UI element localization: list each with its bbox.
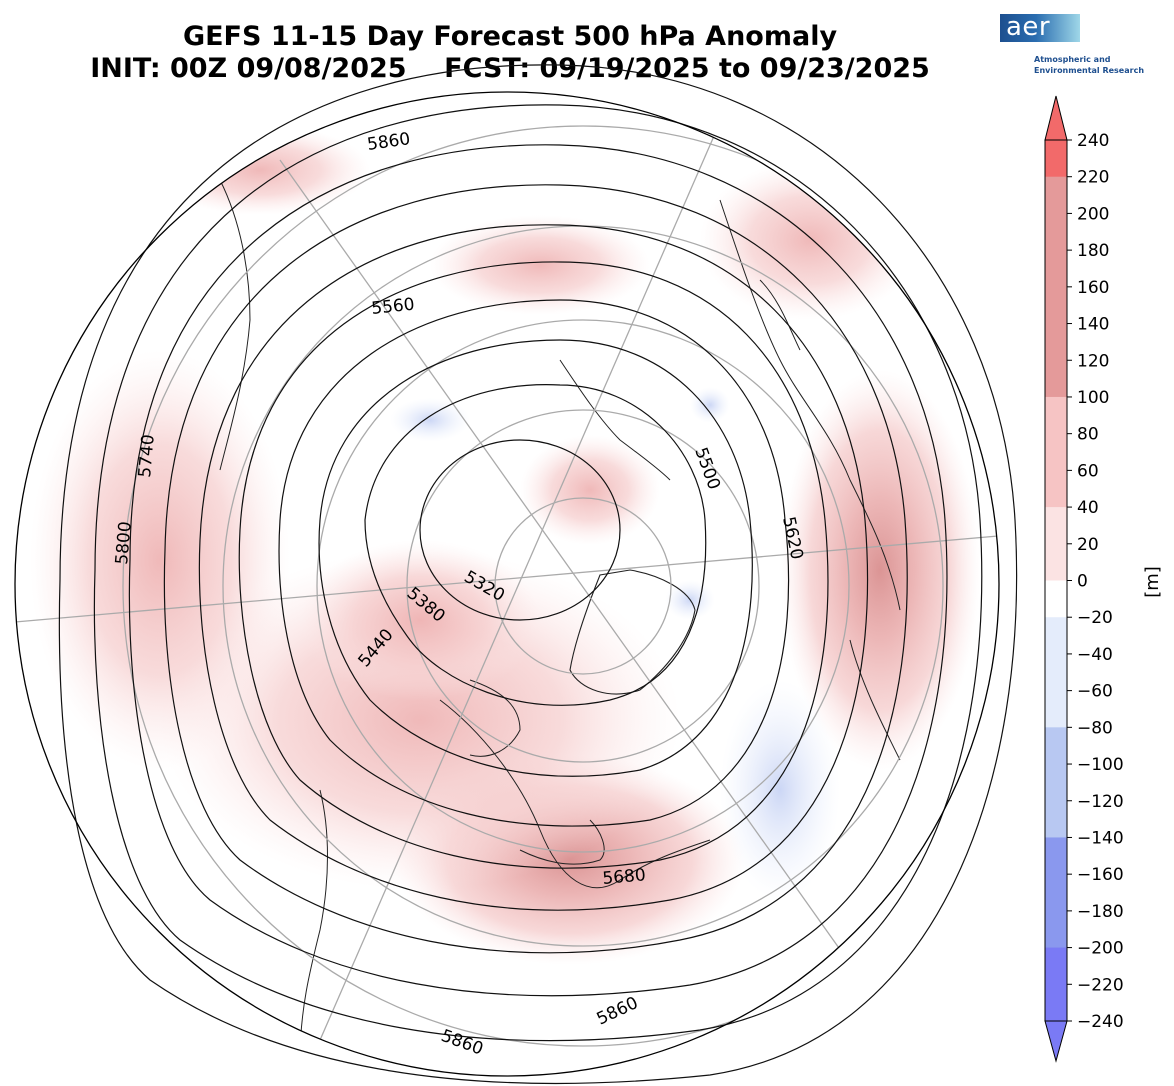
graticule	[15, 125, 999, 1076]
west-coast	[299, 789, 328, 1061]
scandinavia-coast	[759, 279, 801, 351]
contour-label-5680: 5680	[602, 865, 647, 889]
anomaly-arctic	[520, 435, 660, 545]
colorbar-tick-label: 0	[1077, 572, 1088, 592]
logo-subtitle-1: Atmospheric and	[1034, 55, 1111, 64]
contour-5620	[198, 224, 869, 911]
colorbar-tick-label: 100	[1077, 388, 1109, 408]
colorbar-tick-label: 20	[1077, 535, 1099, 555]
colorbar-segment	[1045, 727, 1067, 765]
colorbar-segment	[1045, 984, 1067, 1022]
anomaly-scandinavia-negative	[690, 387, 730, 423]
north-america-coast	[439, 699, 711, 889]
colorbar-segment	[1045, 213, 1067, 251]
colorbar-segment	[1045, 250, 1067, 288]
logo-text: aer	[1006, 12, 1051, 42]
great-lakes-coast	[519, 819, 605, 865]
colorbar-tick-label: −200	[1077, 939, 1124, 959]
contour-5560	[238, 261, 829, 869]
colorbar-tick-label: 180	[1077, 241, 1109, 261]
contour-label-5800: 5800	[112, 521, 136, 566]
colorbar-tick-label: −120	[1077, 792, 1124, 812]
coastlines	[219, 179, 901, 1061]
contour-label-5560: 5560	[370, 295, 415, 319]
asia-east-coast	[219, 179, 251, 471]
contour-5800	[93, 104, 983, 1042]
greenland-coast	[569, 569, 696, 695]
contour-5740	[128, 144, 948, 997]
contour-5440	[318, 339, 753, 777]
chart-title: GEFS 11-15 Day Forecast 500 hPa Anomaly	[182, 21, 838, 52]
colorbar-tick-label: 40	[1077, 498, 1099, 518]
anomaly-northwest-canada	[160, 550, 680, 890]
colorbar-tick-label: −180	[1077, 902, 1124, 922]
colorbar-tick-label: 200	[1077, 204, 1109, 224]
colorbar-segment	[1045, 800, 1067, 838]
colorbar-tick-label: −220	[1077, 975, 1124, 995]
height-contours	[58, 64, 1018, 1085]
colorbar-tick-label: 160	[1077, 278, 1109, 298]
contour-5320	[419, 439, 621, 621]
colorbar-extend-min	[1044, 1020, 1068, 1063]
colorbar-segment	[1045, 947, 1067, 985]
colorbar-tick-label: 240	[1077, 131, 1109, 151]
anomaly-alaska	[300, 540, 540, 700]
colorbar-tick-label: −240	[1077, 1012, 1124, 1032]
colorbar-ticks: 240220200180160140120100806040200−20−40−…	[1067, 131, 1124, 1032]
contour-5380	[364, 384, 707, 706]
colorbar-tick-label: −80	[1077, 718, 1113, 738]
map-boundary	[14, 91, 1000, 1077]
canadian-archipelago-coast	[469, 679, 521, 757]
colorbar-tick-label: 220	[1077, 168, 1109, 188]
colorbar-segment	[1045, 690, 1067, 728]
colorbar-segment	[1045, 837, 1067, 875]
colorbar-fill	[1044, 95, 1068, 1063]
colorbar-segment	[1045, 286, 1067, 325]
colorbar-tick-label: −20	[1077, 608, 1113, 628]
colorbar-segment	[1045, 360, 1067, 398]
chart-subtitle: INIT: 00Z 09/08/2025 FCST: 09/19/2025 to…	[90, 53, 930, 84]
siberia-coast	[559, 359, 671, 481]
colorbar-segment	[1045, 653, 1067, 692]
contour-5680	[163, 184, 908, 954]
colorbar-tick-label: 60	[1077, 461, 1099, 481]
colorbar-segment	[1045, 764, 1067, 802]
colorbar-tick-label: −40	[1077, 645, 1113, 665]
colorbar-segment	[1045, 910, 1067, 949]
contour-5860	[58, 64, 1018, 1085]
anomaly-north-pacific	[30, 350, 290, 770]
aer-logo: aer Atmospheric and Environmental Resear…	[1000, 12, 1144, 76]
colorbar-tick-label: −100	[1077, 755, 1124, 775]
colorbar-segment	[1045, 176, 1067, 214]
colorbar-tick-label: −140	[1077, 828, 1124, 848]
colorbar-tick-label: 80	[1077, 425, 1099, 445]
colorbar-tick-label: −160	[1077, 865, 1124, 885]
western-russia-coast	[849, 639, 901, 761]
colorbar-label: [m]	[1142, 566, 1163, 598]
contour-5500	[278, 299, 790, 827]
europe-coast	[719, 199, 901, 611]
colorbar-segment	[1045, 617, 1067, 655]
colorbar-segment	[1045, 543, 1067, 581]
colorbar-segment	[1045, 874, 1067, 912]
anomaly-western-russia	[780, 370, 980, 770]
colorbar-tick-label: 120	[1077, 351, 1109, 371]
colorbar-extend-max	[1044, 95, 1068, 141]
anomaly-north-atlantic-negative	[720, 680, 840, 900]
colorbar-segment	[1045, 140, 1067, 178]
colorbar-segment	[1045, 433, 1067, 471]
contour-label-5740: 5740	[135, 434, 159, 479]
colorbar-segment	[1045, 396, 1067, 435]
colorbar-segment	[1045, 323, 1067, 361]
colorbar-tick-label: −60	[1077, 682, 1113, 702]
colorbar-segment	[1045, 580, 1067, 618]
contour-labels: 5860 5560 5500 5740 5800 5620 5320 5380 …	[112, 129, 807, 1059]
colorbar-tick-label: 140	[1077, 315, 1109, 335]
logo-subtitle-2: Environmental Research	[1034, 66, 1145, 75]
colorbar-segment	[1045, 507, 1067, 545]
colorbar-segment	[1045, 470, 1067, 508]
